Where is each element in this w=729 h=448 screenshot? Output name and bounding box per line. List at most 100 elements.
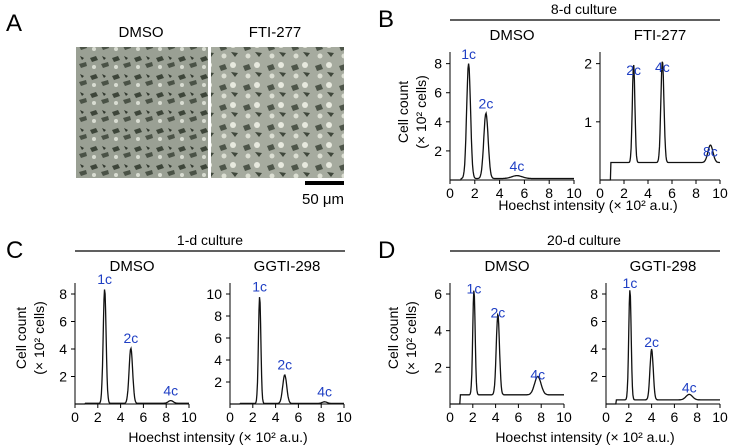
micrograph-dmso: [76, 47, 208, 178]
x-tick-label: 4: [272, 409, 280, 425]
x-tick-label: 4: [496, 185, 504, 201]
peak-label: 1c: [97, 271, 112, 287]
y-tick-label: 8: [59, 286, 67, 302]
x-tick-label: 2: [249, 409, 257, 425]
svg-text:Cell count: Cell count: [395, 81, 411, 143]
scale-bar-label: 50 μm: [302, 191, 344, 208]
chart-subtitle: GGTI-298: [254, 258, 321, 275]
group-title-b: 8-d culture: [551, 1, 617, 17]
panel-a-label-dmso: DMSO: [119, 24, 164, 41]
y-tick-label: 2: [59, 369, 67, 385]
svg-text:(× 10² cells): (× 10² cells): [403, 301, 419, 375]
peak-label: 2c: [626, 62, 641, 78]
histogram-curve: [230, 297, 344, 405]
x-tick-label: 10: [712, 409, 728, 425]
x-tick-label: 10: [566, 185, 582, 201]
svg-text:Cell count: Cell count: [385, 307, 401, 369]
y-tick-label: 8: [214, 308, 222, 324]
x-tick-label: 8: [693, 409, 701, 425]
y-tick-label: 6: [214, 330, 222, 346]
micrograph-fti277: [211, 47, 344, 178]
x-tick-label: 10: [336, 409, 352, 425]
x-tick-label: 6: [295, 409, 303, 425]
x-tick-label: 8: [537, 409, 545, 425]
x-tick-label: 4: [117, 409, 125, 425]
x-tick-label: 6: [521, 185, 529, 201]
svg-text:Cell count: Cell count: [13, 307, 29, 369]
x-tick-label: 4: [648, 409, 656, 425]
y-tick-label: 2: [590, 369, 598, 385]
peak-label: 1c: [623, 275, 638, 291]
y-tick-label: 6: [590, 314, 598, 330]
x-tick-label: 6: [671, 409, 679, 425]
histogram-curve: [450, 63, 574, 181]
y-axis-label-d: Cell count (× 10² cells): [385, 301, 419, 375]
x-tick-label: 8: [545, 185, 553, 201]
chart-subtitle: DMSO: [485, 258, 530, 275]
peak-label: 4c: [530, 367, 545, 383]
x-tick-label: 6: [515, 409, 523, 425]
histogram-curve: [606, 290, 720, 405]
x-tick-label: 0: [71, 409, 79, 425]
x-tick-label: 6: [140, 409, 148, 425]
y-tick-label: 4: [434, 114, 442, 130]
peak-label: 2c: [490, 304, 505, 320]
y-tick-label: 6: [434, 85, 442, 101]
y-axis-label-b: Cell count (× 10² cells): [395, 75, 429, 149]
peak-label: 4c: [163, 382, 178, 398]
x-axis-label-b: Hoechst intensity (× 10² a.u.): [498, 197, 677, 213]
peak-label: 1c: [252, 278, 267, 294]
x-tick-label: 10: [712, 185, 728, 201]
y-tick-label: 1: [584, 114, 592, 130]
svg-text:(× 10² cells): (× 10² cells): [31, 301, 47, 375]
histogram-curve: [75, 289, 189, 405]
peak-label: 4c: [655, 59, 670, 75]
chart-subtitle: DMSO: [110, 258, 155, 275]
x-tick-label: 2: [620, 185, 628, 201]
x-tick-label: 2: [94, 409, 102, 425]
x-tick-label: 2: [625, 409, 633, 425]
chart-subtitle: FTI-277: [634, 27, 687, 44]
chart-subtitle: DMSO: [490, 27, 535, 44]
y-tick-label: 2: [214, 374, 222, 390]
y-tick-label: 2: [584, 56, 592, 72]
panel-letter-d: D: [378, 237, 395, 264]
x-tick-label: 8: [692, 185, 700, 201]
peak-label: 2c: [644, 334, 659, 350]
histogram-curve: [450, 290, 564, 405]
panel-letter-b: B: [378, 6, 394, 33]
panel-a-label-fti: FTI-277: [249, 24, 302, 41]
group-title-c: 1-d culture: [177, 232, 243, 248]
histogram-curve: [600, 61, 720, 181]
y-tick-label: 4: [214, 352, 222, 368]
peak-label: 2c: [479, 96, 494, 112]
x-tick-label: 10: [556, 409, 572, 425]
x-tick-label: 8: [317, 409, 325, 425]
y-tick-label: 2: [434, 143, 442, 159]
x-tick-label: 6: [668, 185, 676, 201]
y-tick-label: 4: [590, 341, 598, 357]
x-axis-label-d: Hoechst intensity (× 10² a.u.): [495, 429, 674, 445]
x-tick-label: 0: [446, 185, 454, 201]
scale-bar: [305, 181, 344, 185]
peak-label: 4c: [317, 383, 332, 399]
peak-label: 2c: [123, 330, 138, 346]
group-title-d: 20-d culture: [547, 232, 621, 248]
peak-label: 4c: [682, 380, 697, 396]
y-tick-label: 4: [59, 341, 67, 357]
x-tick-label: 0: [226, 409, 234, 425]
x-tick-label: 4: [644, 185, 652, 201]
panel-letter-a: A: [6, 10, 22, 37]
y-tick-label: 8: [590, 286, 598, 302]
y-axis-label-c: Cell count (× 10² cells): [13, 301, 47, 375]
y-tick-label: 10: [206, 286, 222, 302]
y-tick-label: 2: [434, 359, 442, 375]
x-tick-label: 10: [181, 409, 197, 425]
